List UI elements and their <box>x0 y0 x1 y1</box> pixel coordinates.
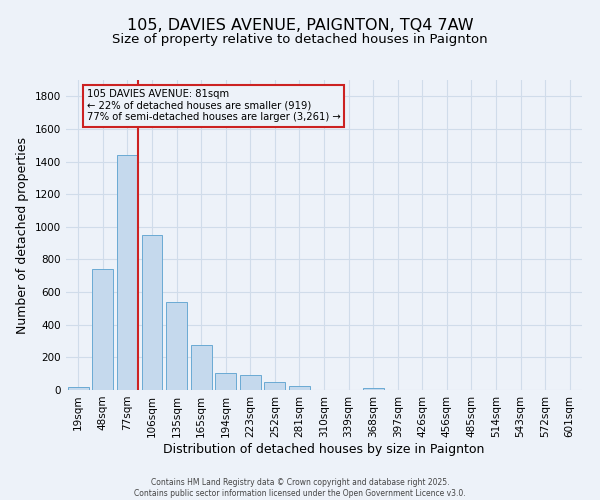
X-axis label: Distribution of detached houses by size in Paignton: Distribution of detached houses by size … <box>163 442 485 456</box>
Bar <box>117 155 138 390</box>
Text: Contains HM Land Registry data © Crown copyright and database right 2025.
Contai: Contains HM Land Registry data © Crown c… <box>134 478 466 498</box>
Bar <box>362 388 383 390</box>
Bar <box>142 235 163 390</box>
Bar <box>166 302 187 390</box>
Text: 105, DAVIES AVENUE, PAIGNTON, TQ4 7AW: 105, DAVIES AVENUE, PAIGNTON, TQ4 7AW <box>127 18 473 32</box>
Text: Size of property relative to detached houses in Paignton: Size of property relative to detached ho… <box>112 32 488 46</box>
Bar <box>68 386 89 390</box>
Text: 105 DAVIES AVENUE: 81sqm
← 22% of detached houses are smaller (919)
77% of semi-: 105 DAVIES AVENUE: 81sqm ← 22% of detach… <box>86 90 340 122</box>
Bar <box>215 373 236 390</box>
Y-axis label: Number of detached properties: Number of detached properties <box>16 136 29 334</box>
Bar <box>265 382 286 390</box>
Bar <box>240 376 261 390</box>
Bar <box>92 270 113 390</box>
Bar <box>289 386 310 390</box>
Bar <box>191 345 212 390</box>
